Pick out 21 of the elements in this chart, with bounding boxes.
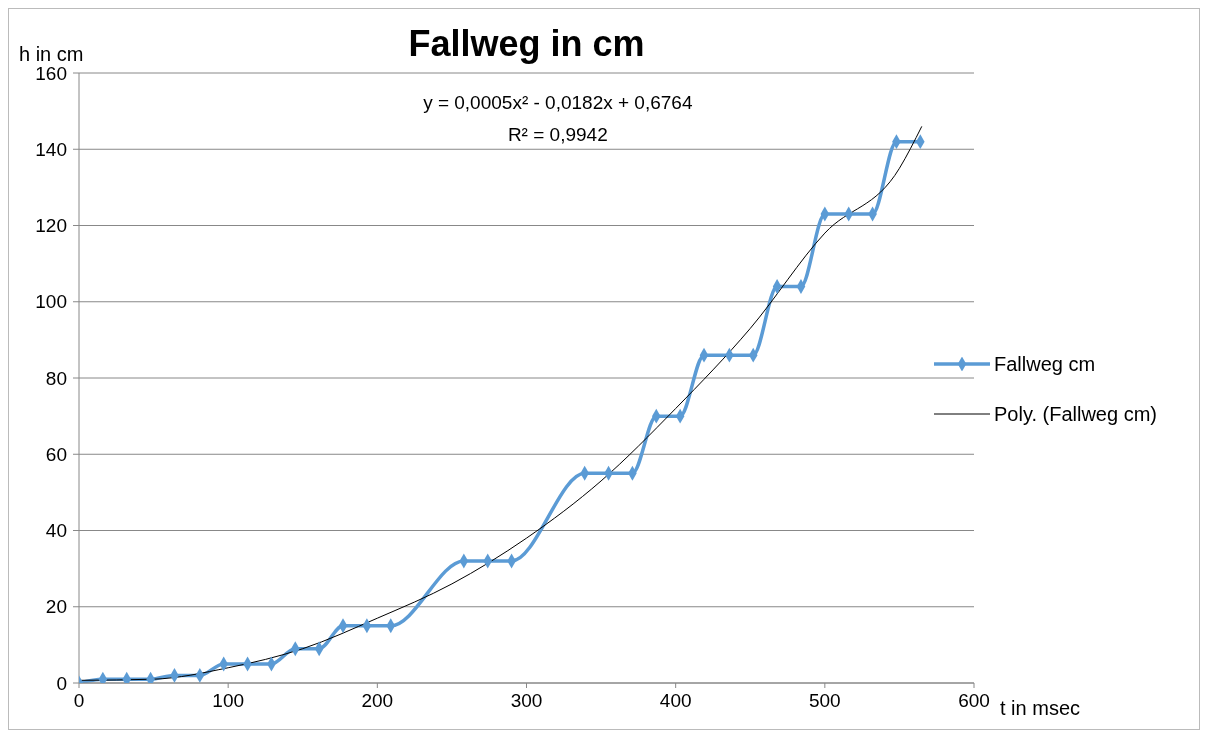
y-tick-label: 40 <box>45 520 67 542</box>
chart-title: Fallweg in cm <box>408 23 645 64</box>
annotation: R² = 0,9942 <box>506 123 609 147</box>
x-tick-label: 300 <box>510 690 543 712</box>
y-tick-label: 140 <box>35 138 67 160</box>
annotation: y = 0,0005x² - 0,0182x + 0,6764 <box>422 91 694 115</box>
x-tick-label: 400 <box>659 690 692 712</box>
x-tick-label: 500 <box>808 690 841 712</box>
x-tick-label: 100 <box>212 690 245 712</box>
y-tick-label: 100 <box>35 291 67 313</box>
y-tick-label: 120 <box>35 215 67 237</box>
y-tick-label: 0 <box>56 672 67 694</box>
legend-label: Poly. (Fallweg cm) <box>994 402 1157 426</box>
y-tick-label: 20 <box>45 596 67 618</box>
x-tick-label: 0 <box>73 690 85 712</box>
x-tick-label: 600 <box>958 690 990 712</box>
x-tick-label: 200 <box>361 690 394 712</box>
x-axis-title: t in msec <box>1000 697 1081 720</box>
legend-label: Fallweg cm <box>994 352 1096 376</box>
y-tick-label: 60 <box>45 443 67 465</box>
y-tick-label: 80 <box>45 367 67 389</box>
